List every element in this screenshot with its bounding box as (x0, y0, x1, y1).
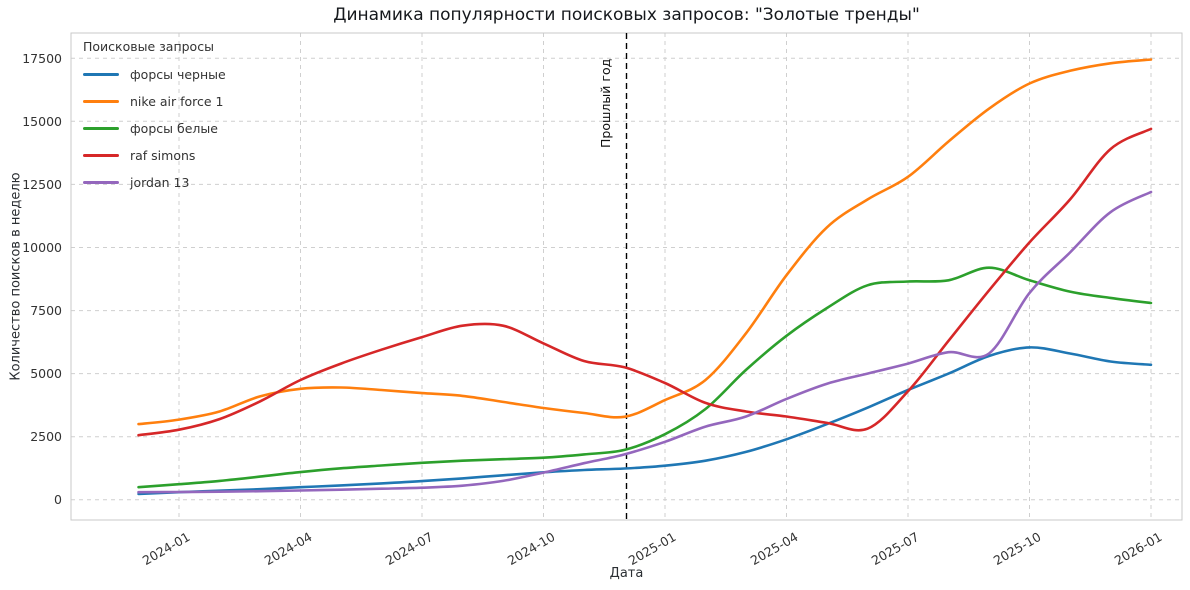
legend-label: форсы белые (130, 121, 218, 136)
y-tick-label: 5000 (30, 366, 62, 382)
legend-line-swatch (83, 100, 119, 103)
series-line-raf-simons (137, 127, 1153, 437)
series-line-jordan-13 (137, 190, 1153, 494)
series-line-форсы-черные (137, 346, 1153, 496)
chart-title: Динамика популярности поисковых запросов… (333, 5, 920, 25)
y-tick-label: 7500 (30, 303, 62, 319)
y-tick-label: 12500 (22, 176, 62, 192)
legend-item: nike air force 1 (83, 88, 226, 115)
legend-label: nike air force 1 (130, 94, 224, 109)
y-tick-label: 15000 (22, 113, 62, 129)
legend-label: форсы черные (130, 67, 226, 82)
legend-item: форсы черные (83, 61, 226, 88)
legend-line-swatch (83, 181, 119, 184)
legend-title: Поисковые запросы (83, 39, 214, 54)
y-tick-label: 10000 (22, 240, 62, 255)
series-lines (137, 58, 1153, 496)
series-line-форсы-белые (137, 266, 1153, 489)
y-axis-label: Количество поисков в неделю (8, 172, 24, 381)
legend-item: форсы белые (83, 115, 226, 142)
legend-item: jordan 13 (83, 169, 226, 196)
legend-line-swatch (83, 73, 119, 76)
legend-item: raf simons (83, 142, 226, 169)
y-tick-label: 0 (54, 492, 62, 508)
y-axis-label-wrap: Количество поисков в неделю (2, 33, 30, 520)
y-tick-label: 17500 (22, 50, 62, 66)
annotation-label: Прошлый год (598, 58, 613, 148)
y-tick-label: 2500 (30, 429, 62, 445)
legend: Поисковые запросы форсы черные nike air … (83, 39, 226, 196)
legend-label: raf simons (130, 148, 196, 163)
series-line-nike-air-force-1 (137, 58, 1153, 426)
legend-line-swatch (83, 154, 119, 157)
x-axis-label: Дата (609, 566, 644, 581)
legend-label: jordan 13 (130, 175, 190, 190)
legend-line-swatch (83, 127, 119, 130)
